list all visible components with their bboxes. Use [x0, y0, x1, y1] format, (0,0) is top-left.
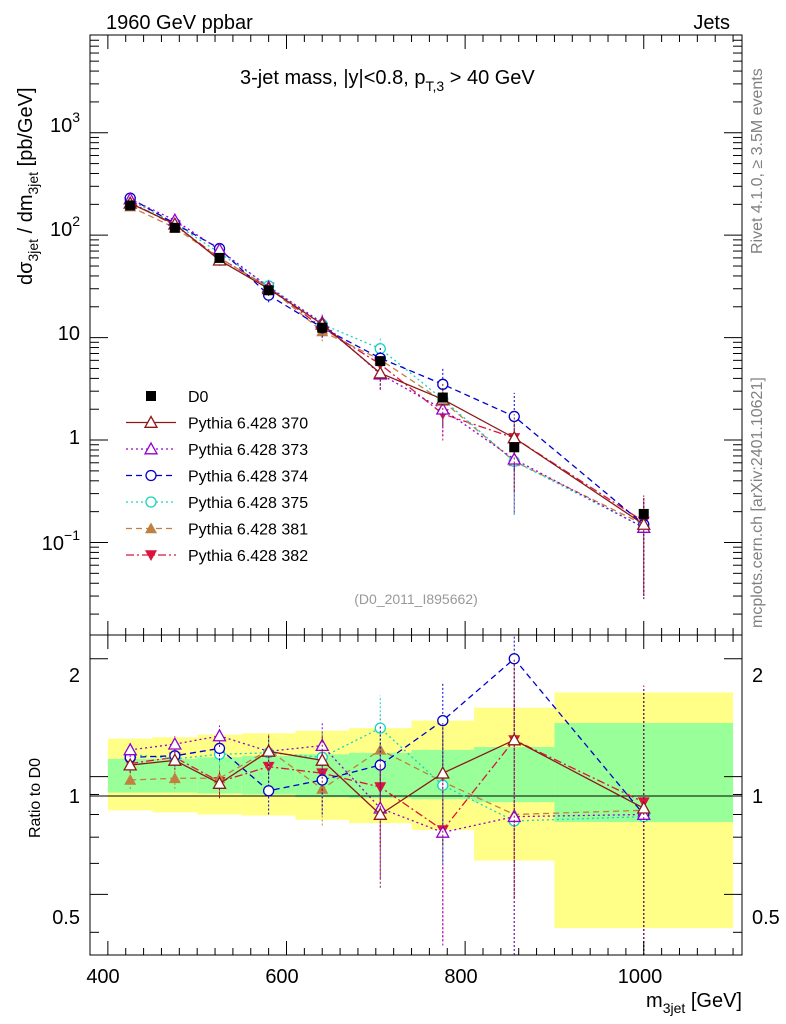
series-3-point-7 [508, 410, 520, 423]
series-0-point-2 [214, 252, 225, 263]
plot-title: 3-jet mass, |y|<0.8, pT,3 > 40 GeV [240, 67, 535, 94]
legend-marker-1 [143, 415, 159, 428]
y-tick-label-10: 10 [58, 323, 80, 345]
ratio-tick-label-0.5-right: 0.5 [752, 907, 780, 929]
y-tick-label-0.1: 10−1 [42, 527, 80, 555]
legend-label-4: Pythia 6.428 375 [188, 495, 308, 512]
ratio-y-axis-label: Ratio to D0 [27, 758, 44, 838]
mcplots-credit-label: mcplots.cern.ch [arXiv:2401.10621] [749, 377, 766, 628]
series-0-point-3 [263, 285, 274, 296]
series-0-point-5 [375, 356, 386, 367]
legend-label-5: Pythia 6.428 381 [188, 522, 308, 539]
legend-marker-2 [143, 441, 159, 455]
ratio-series-4-line [130, 727, 644, 822]
ratio-tick-label-2-right: 2 [752, 665, 763, 687]
legend-label-6: Pythia 6.428 382 [188, 548, 308, 565]
ratio-series-2-point-1 [167, 736, 182, 750]
series-0-point-6 [437, 392, 448, 403]
header-energy-label: 1960 GeV ppbar [106, 12, 253, 34]
legend-marker-0 [146, 391, 156, 401]
ratio-series-1-point-3 [261, 744, 276, 757]
ratio-panel: Ratio to D0 2 1 0.5 2 1 0.5 400 600 800 … [27, 634, 780, 1016]
ratio-y-tick-labels: 2 1 0.5 2 1 0.5 [52, 665, 780, 929]
ratio-frame [89, 634, 743, 956]
main-y-tick-labels: 103 102 10 1 10−1 [42, 109, 80, 555]
legend-marker-4 [145, 496, 157, 508]
series-0-group [125, 200, 649, 519]
ratio-series-5-point-0 [124, 773, 137, 785]
legend-label-2: Pythia 6.428 373 [188, 442, 308, 459]
legend-label-1: Pythia 6.428 370 [188, 416, 308, 433]
legend-entry-4: Pythia 6.428 375 [126, 495, 308, 512]
ratio-series-1-point-4 [315, 753, 330, 766]
series-0-point-4 [317, 322, 328, 333]
ratio-series-2-point-0 [123, 742, 138, 756]
legend-marker-6 [145, 550, 157, 561]
series-0-point-7 [509, 442, 520, 453]
plot-title-tail: > 40 GeV [444, 67, 535, 89]
ratio-marks [123, 635, 651, 955]
ratio-series-2-point-2 [212, 728, 227, 742]
ratio-series-3-point-6 [437, 714, 449, 727]
main-ticks [90, 34, 742, 635]
legend-marker-3 [145, 469, 157, 482]
ratio-series-5-point-5 [374, 743, 387, 755]
legend-entry-0: D0 [146, 389, 209, 406]
x-tick-label-600: 600 [265, 966, 298, 988]
main-panel: 3-jet mass, |y|<0.8, pT,3 > 40 GeV (D0_2… [15, 34, 743, 636]
analysis-tag: (D0_2011_I895662) [354, 591, 478, 607]
ratio-series-3-point-7 [508, 653, 520, 665]
legend-entry-2: Pythia 6.428 373 [126, 441, 308, 459]
legend: D0 Pythia 6.428 370 Pythia 6.428 373 Pythia… [126, 389, 308, 565]
rivet-version-label: Rivet 4.1.0, ≥ 3.5M events [749, 68, 766, 254]
ratio-tick-label-1-right: 1 [752, 786, 763, 808]
legend-label-0: D0 [188, 389, 209, 406]
ratio-series-1-point-7 [507, 732, 522, 746]
ratio-series-3-point-4 [316, 774, 328, 786]
ratio-series-3-point-3 [262, 785, 275, 797]
series-4-line [129, 199, 645, 529]
series-1-point-8 [636, 517, 651, 530]
x-tick-labels: 400 600 800 1000 [86, 966, 662, 988]
ratio-series-1-point-6 [435, 765, 450, 779]
y-tick-label-1: 1 [69, 427, 80, 449]
ratio-series-1-point-8 [636, 800, 651, 814]
series-1-point-5 [373, 365, 388, 379]
series-2-line [129, 198, 645, 529]
y-tick-label-100: 102 [50, 213, 80, 241]
main-y-axis-label: dσ3jet / dm3jet [pb/GeV] [15, 87, 41, 285]
legend-marker-5 [145, 522, 157, 534]
legend-entry-5: Pythia 6.428 381 [126, 522, 308, 539]
ratio-series-1-point-2 [212, 776, 227, 789]
ratio-series-1-point-1 [167, 753, 182, 766]
x-tick-label-1000: 1000 [618, 966, 663, 988]
ratio-series-3-point-2 [213, 742, 226, 755]
ratio-series-1-point-0 [123, 757, 138, 771]
series-0-point-1 [169, 222, 180, 233]
legend-entry-1: Pythia 6.428 370 [126, 415, 308, 433]
ratio-tick-label-2-left: 2 [69, 665, 80, 687]
x-tick-label-400: 400 [86, 966, 119, 988]
ratio-series-5-point-4 [316, 782, 329, 794]
main-marks [123, 191, 651, 600]
y-tick-label-1000: 103 [50, 109, 80, 137]
ratio-ticks [90, 635, 742, 955]
legend-entry-6: Pythia 6.428 382 [126, 548, 308, 565]
series-0-point-0 [125, 200, 136, 211]
ratio-series-5-point-1 [168, 772, 181, 784]
ratio-tick-label-1-left: 1 [69, 786, 80, 808]
plot-title-sub: T,3 [425, 78, 444, 94]
header-process-label: Jets [693, 12, 730, 34]
ratio-series-1-group [123, 659, 651, 955]
x-tick-label-800: 800 [444, 966, 477, 988]
legend-label-3: Pythia 6.428 374 [188, 469, 308, 486]
legend-entry-3: Pythia 6.428 374 [126, 469, 308, 486]
series-0-point-8 [638, 508, 649, 519]
x-axis-label: m3jet [GeV] [646, 990, 742, 1016]
ratio-tick-label-0.5-left: 0.5 [52, 907, 80, 929]
ratio-series-1-point-5 [373, 807, 388, 820]
